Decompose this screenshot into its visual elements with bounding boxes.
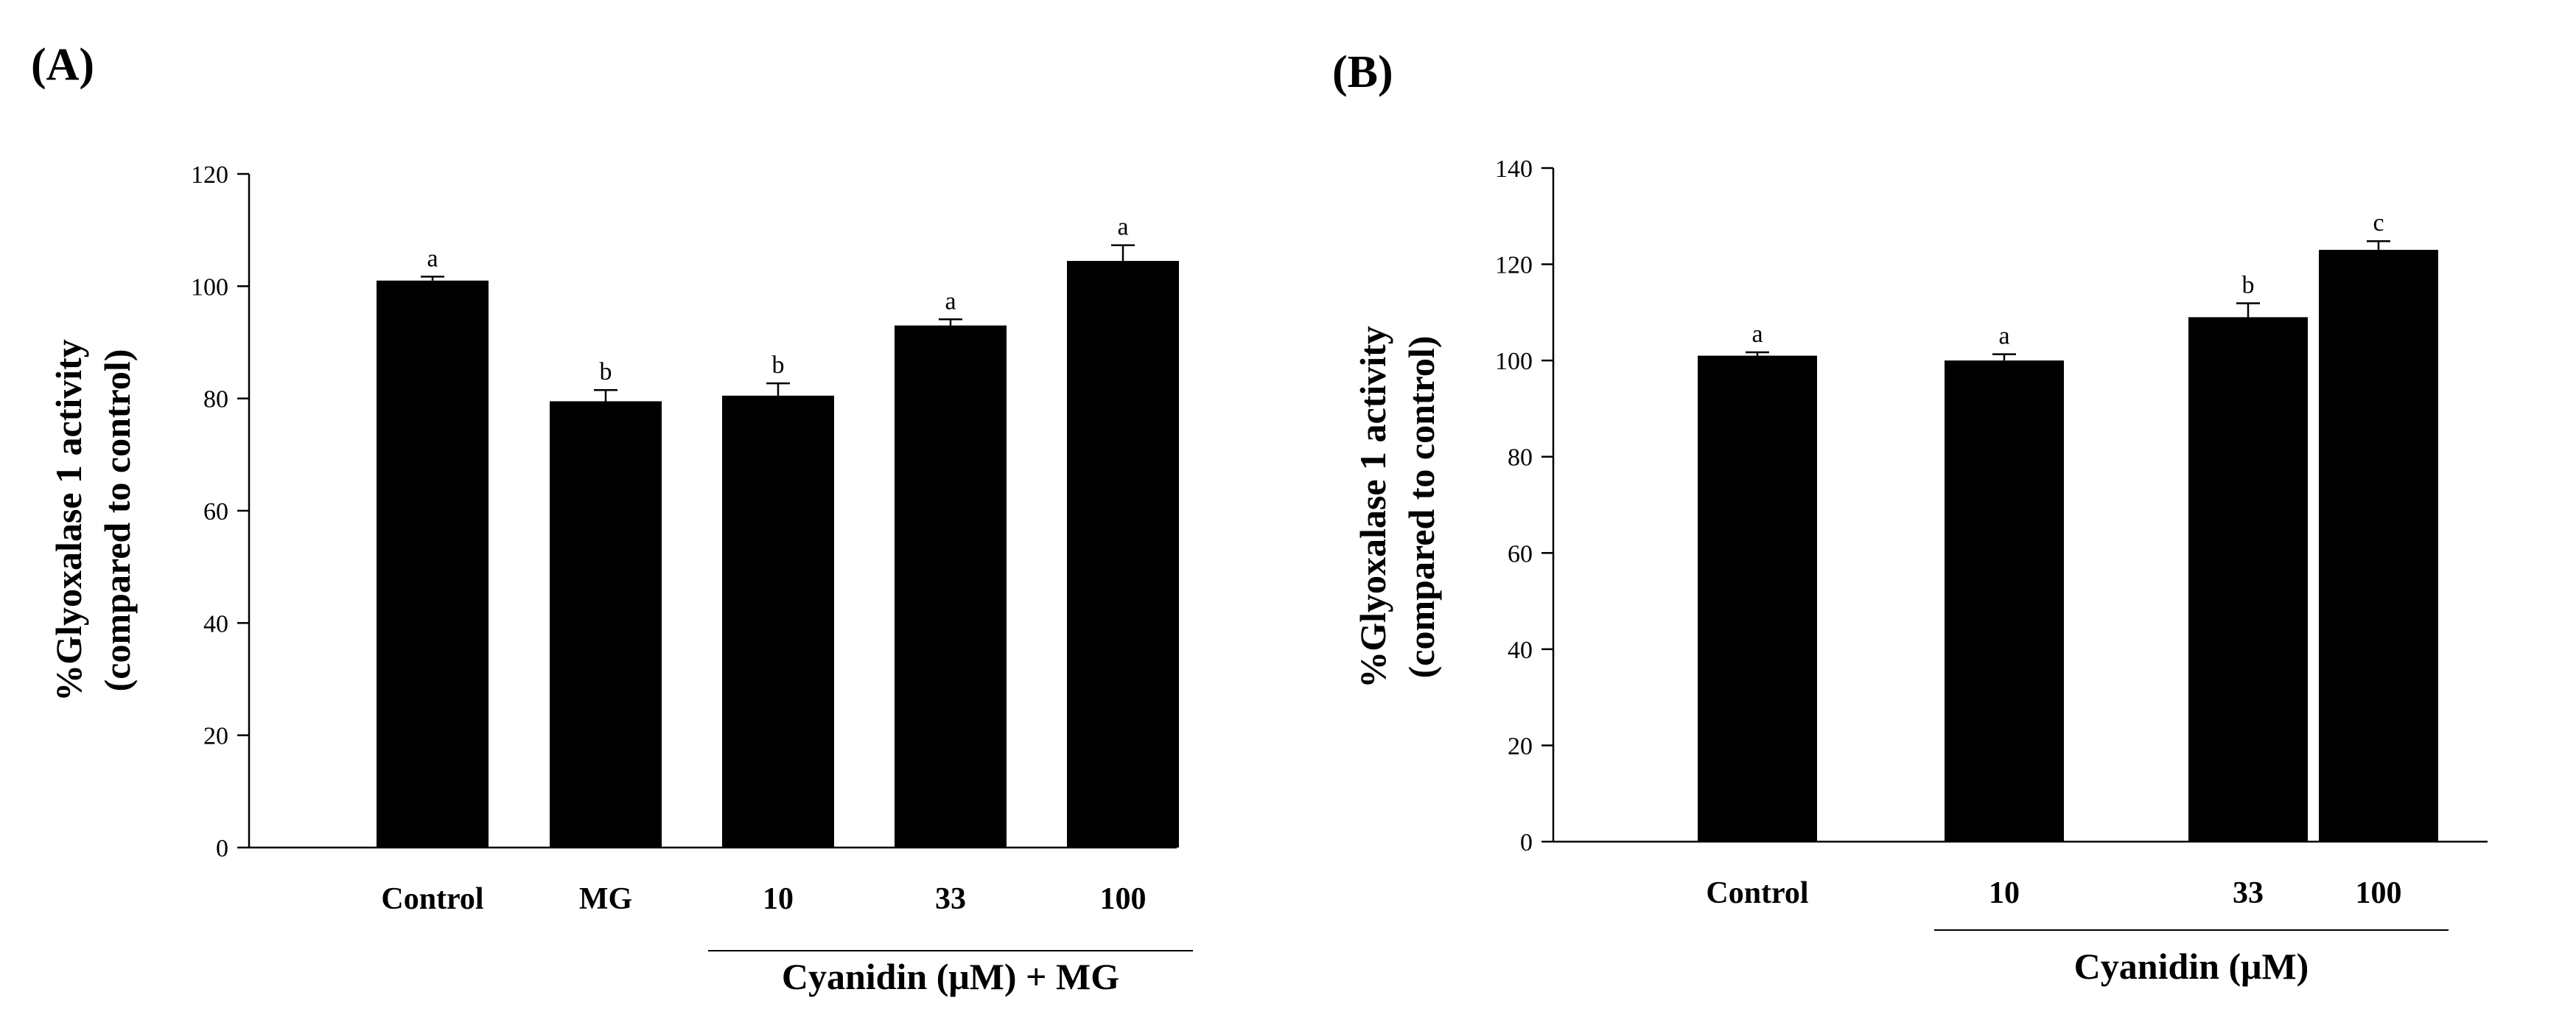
panel-b-label: (B) [1332, 47, 1393, 97]
panel-a-significance-letter: a [1117, 214, 1128, 241]
panel-a-y-tick-label: 60 [203, 498, 228, 525]
panel-b-significance-letter: c [2373, 209, 2384, 237]
panel-a-x-tick-label: 33 [935, 882, 966, 916]
panel-a-y-tick-label: 120 [191, 161, 228, 189]
panel-a-x-tick-label: MG [579, 882, 632, 916]
panel-b-y-tick-label: 100 [1495, 348, 1533, 375]
panel-a-x-tick-label: 10 [763, 882, 794, 916]
panel-a-label: (A) [31, 40, 94, 90]
panel-b-bar [2319, 249, 2438, 842]
panel-b-significance-letter: a [1751, 321, 1763, 348]
panel-b-significance-letter: a [1998, 323, 2009, 350]
panel-a-y-axis-title-line1: %Glyoxalase 1 activity [48, 339, 89, 702]
panel-b-bar [2188, 317, 2308, 842]
panel-a-bar [377, 280, 489, 848]
panel-a-y-axis-title-line2: (compared to control) [97, 349, 138, 692]
panel-a-bar [550, 401, 662, 848]
panel-b-y-tick-label: 120 [1495, 252, 1533, 279]
panel-b-y-tick-label: 140 [1495, 156, 1533, 183]
panel-a-bar [895, 325, 1007, 848]
panel-a-significance-letter: a [945, 287, 956, 315]
panel-b-bar [1945, 360, 2064, 842]
panel-b-y-tick-label: 0 [1520, 829, 1533, 856]
panel-a-significance-letter: b [600, 358, 612, 385]
panel-b-x-tick-label: 10 [1989, 876, 2020, 910]
panel-b-y-axis-title-line2: (compared to control) [1401, 336, 1442, 679]
panel-a-significance-letter: b [772, 352, 785, 379]
panel-a-y-tick-label: 0 [216, 835, 228, 862]
panel-b-y-tick-label: 20 [1508, 733, 1533, 760]
panel-b-significance-letter: b [2242, 271, 2255, 298]
panel-b-x-tick-label: 33 [2233, 876, 2264, 910]
panel-a-y-axis-title: %Glyoxalase 1 activity (compared to cont… [48, 339, 138, 702]
panel-b-chart: (B) %Glyoxalase 1 activity (compared to … [1332, 47, 2488, 987]
panel-a-bar [1067, 261, 1179, 848]
panel-a-y-tick-label: 100 [191, 273, 228, 301]
panel-b-y-axis-title-line1: %Glyoxalase 1 activity [1352, 326, 1393, 688]
panel-b-group-label: Cyanidin (μM) [2074, 946, 2309, 987]
panel-a-y-tick-label: 20 [203, 723, 228, 750]
panel-b-bar [1698, 355, 1817, 842]
panel-a-significance-letter: a [427, 245, 438, 272]
panel-a-x-tick-label: 100 [1100, 882, 1147, 916]
panel-b-y-tick-label: 80 [1508, 444, 1533, 472]
panel-a-bar [722, 395, 834, 848]
panel-b-y-tick-label: 60 [1508, 540, 1533, 567]
panel-a-y-tick-label: 80 [203, 386, 228, 413]
panel-a-group-label: Cyanidin (μM) + MG [782, 956, 1119, 997]
panel-a-y-tick-label: 40 [203, 610, 228, 638]
panel-b-x-tick-label: Control [1706, 876, 1808, 910]
panel-a-x-tick-label: Control [381, 882, 483, 916]
panel-b-x-tick-label: 100 [2356, 876, 2402, 910]
panel-b-y-axis-title: %Glyoxalase 1 activity (compared to cont… [1352, 326, 1442, 688]
panel-a-chart: (A) %Glyoxalase 1 activity (compared to … [31, 40, 1193, 997]
panel-b-y-tick-label: 40 [1508, 637, 1533, 664]
